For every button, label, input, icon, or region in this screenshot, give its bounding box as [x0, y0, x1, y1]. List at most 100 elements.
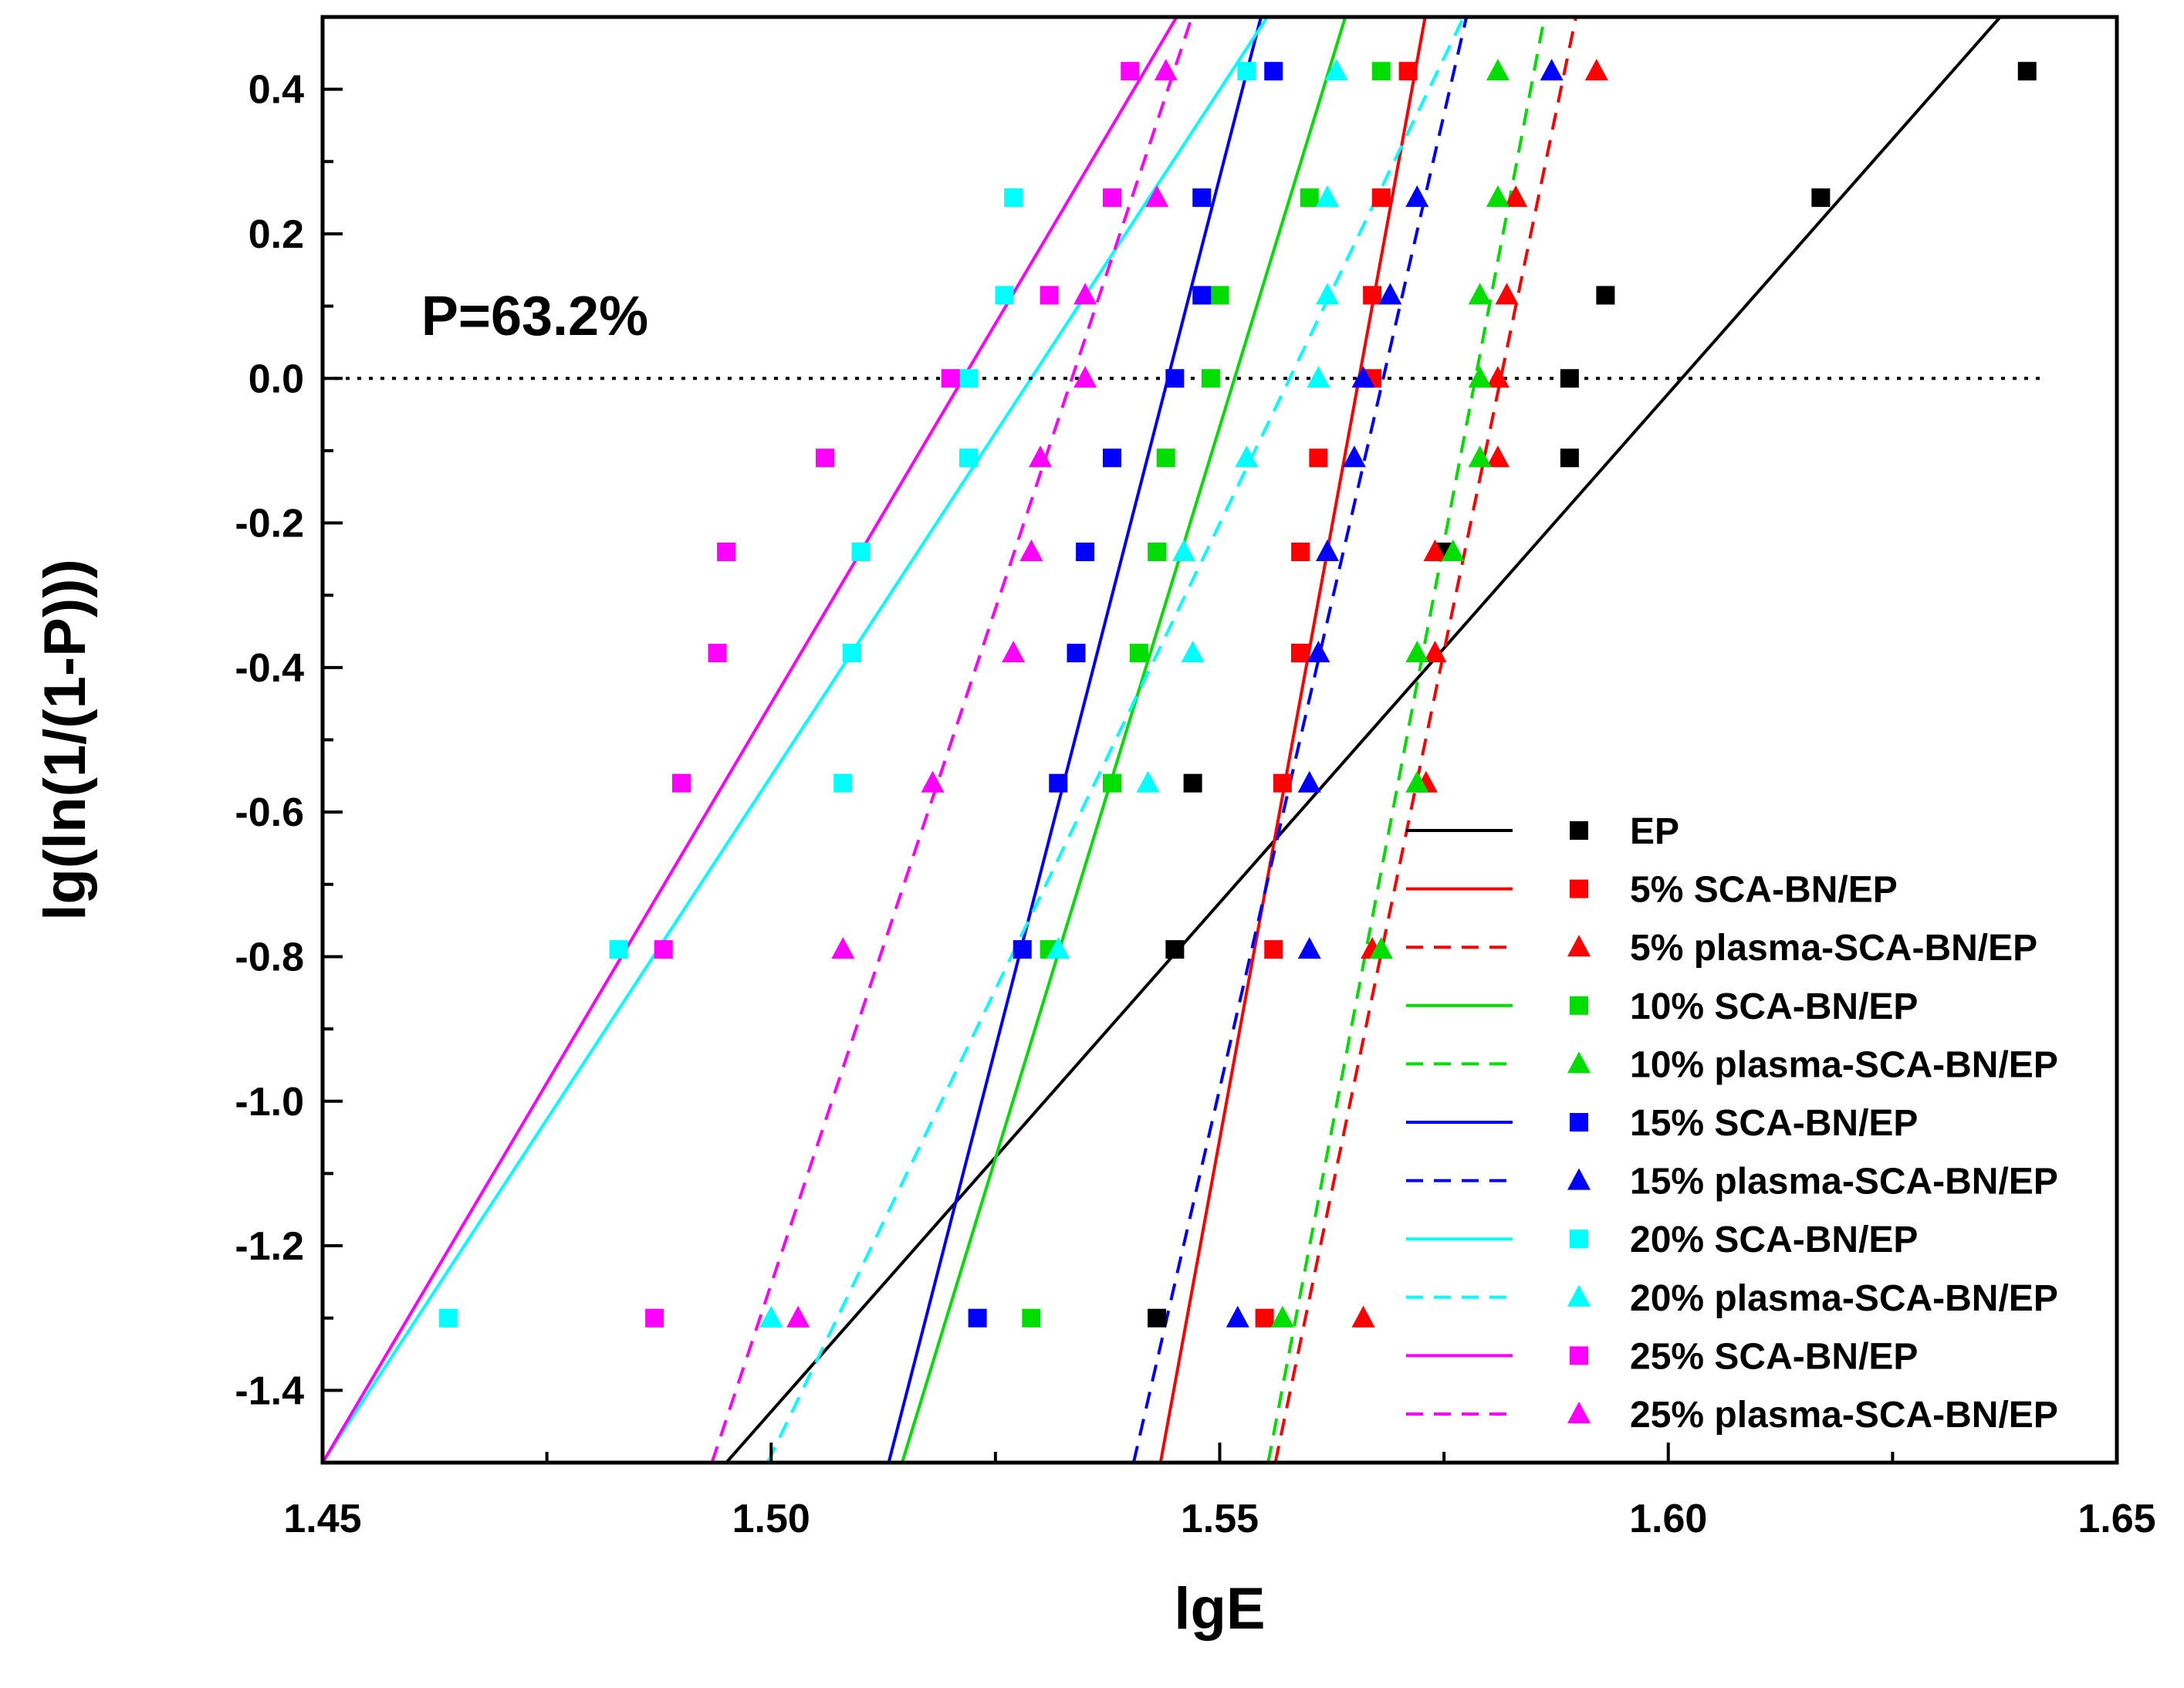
- point-25pct-plasma-sca-bn-ep: [1019, 540, 1043, 562]
- point-10pct-plasma-sca-bn-ep: [1468, 445, 1492, 468]
- legend-item-10pct-plasma-sca-bn-ep: 10% plasma-SCA-BN/EP: [1406, 1044, 2058, 1085]
- point-5pct-sca-bn-ep: [1371, 188, 1391, 208]
- legend-marker: [1567, 1284, 1591, 1307]
- point-10pct-sca-bn-ep: [1300, 188, 1319, 208]
- fit-line-25pct-plasma-sca-bn-ep: [710, 17, 1194, 1463]
- legend-label: 20% plasma-SCA-BN/EP: [1630, 1278, 2058, 1319]
- y-tick-label: 0.0: [248, 357, 304, 401]
- point-25pct-sca-bn-ep: [1103, 188, 1121, 208]
- point-25pct-plasma-sca-bn-ep: [831, 937, 855, 959]
- point-10pct-plasma-sca-bn-ep: [1270, 1305, 1294, 1328]
- point-10pct-sca-bn-ep: [1201, 369, 1220, 388]
- point-20pct-sca-bn-ep: [959, 369, 978, 388]
- fit-line-15pct-plasma-sca-bn-ep: [1131, 17, 1469, 1463]
- x-tick-label: 1.60: [1629, 1497, 1707, 1541]
- point-10pct-sca-bn-ep: [1103, 773, 1121, 793]
- point-5pct-sca-bn-ep: [1309, 448, 1328, 468]
- point-15pct-plasma-sca-bn-ep: [1342, 445, 1366, 468]
- legend: EP 5% SCA-BN/EP 5% plasma-SCA-BN/EP 10% SCA…: [1406, 811, 2058, 1436]
- point-10pct-sca-bn-ep: [1210, 286, 1229, 305]
- fit-line-ep: [725, 17, 2002, 1463]
- legend-marker: [1567, 1402, 1591, 1423]
- point-25pct-sca-bn-ep: [708, 644, 727, 663]
- legend-label: 10% plasma-SCA-BN/EP: [1630, 1044, 2058, 1085]
- point-15pct-sca-bn-ep: [1192, 188, 1212, 208]
- y-tick-label: -0.8: [235, 935, 304, 979]
- y-tick-label: -0.6: [235, 790, 304, 835]
- fit-line-10pct-plasma-sca-bn-ep: [1266, 17, 1547, 1463]
- point-5pct-plasma-sca-bn-ep: [1486, 445, 1510, 468]
- point-15pct-sca-bn-ep: [1013, 940, 1032, 959]
- legend-item-10pct-sca-bn-ep: 10% SCA-BN/EP: [1406, 986, 1918, 1027]
- point-5pct-sca-bn-ep: [1264, 940, 1283, 959]
- point-20pct-sca-bn-ep: [995, 286, 1014, 305]
- point-15pct-sca-bn-ep: [1264, 62, 1283, 81]
- x-axis-title: lgE: [1174, 1576, 1265, 1642]
- point-25pct-plasma-sca-bn-ep: [1073, 366, 1097, 388]
- point-10pct-plasma-sca-bn-ep: [1486, 185, 1510, 208]
- point-25pct-sca-bn-ep: [654, 940, 673, 959]
- point-25pct-plasma-sca-bn-ep: [1145, 185, 1169, 208]
- fit-line-20pct-sca-bn-ep: [323, 17, 1269, 1463]
- point-10pct-plasma-sca-bn-ep: [1468, 366, 1492, 388]
- point-25pct-plasma-sca-bn-ep: [921, 770, 945, 793]
- point-10pct-plasma-sca-bn-ep: [1405, 641, 1429, 663]
- legend-marker: [1570, 1230, 1588, 1249]
- legend-item-15pct-sca-bn-ep: 15% SCA-BN/EP: [1406, 1103, 1918, 1144]
- point-25pct-plasma-sca-bn-ep: [1154, 59, 1178, 81]
- point-25pct-sca-bn-ep: [1040, 286, 1059, 305]
- legend-label: 5% SCA-BN/EP: [1630, 870, 1898, 911]
- legend-marker: [1567, 935, 1591, 957]
- point-20pct-sca-bn-ep: [1004, 188, 1023, 208]
- point-5pct-sca-bn-ep: [1273, 773, 1292, 793]
- point-5pct-sca-bn-ep: [1255, 1308, 1274, 1328]
- y-tick-label: -0.4: [235, 646, 304, 691]
- legend-label: 25% plasma-SCA-BN/EP: [1630, 1395, 2058, 1436]
- point-20pct-sca-bn-ep: [1237, 62, 1256, 81]
- x-tick-label: 1.50: [732, 1497, 810, 1541]
- point-ep: [1596, 286, 1615, 305]
- legend-marker: [1567, 1051, 1591, 1074]
- point-25pct-plasma-sca-bn-ep: [1002, 641, 1026, 663]
- point-ep: [1560, 448, 1579, 468]
- point-5pct-plasma-sca-bn-ep: [1351, 1305, 1375, 1328]
- point-20pct-sca-bn-ep: [833, 773, 853, 793]
- point-5pct-plasma-sca-bn-ep: [1423, 641, 1447, 663]
- point-20pct-plasma-sca-bn-ep: [1181, 641, 1205, 663]
- legend-marker: [1570, 1113, 1588, 1132]
- point-5pct-plasma-sca-bn-ep: [1504, 185, 1528, 208]
- point-5pct-plasma-sca-bn-ep: [1495, 282, 1519, 305]
- point-20pct-plasma-sca-bn-ep: [1046, 937, 1070, 959]
- point-10pct-plasma-sca-bn-ep: [1441, 540, 1465, 562]
- point-5pct-sca-bn-ep: [1363, 286, 1382, 305]
- fit-line-5pct-sca-bn-ep: [1158, 17, 1427, 1463]
- point-15pct-plasma-sca-bn-ep: [1378, 282, 1402, 305]
- point-20pct-sca-bn-ep: [851, 543, 871, 562]
- point-25pct-sca-bn-ep: [717, 543, 736, 562]
- point-ep: [1148, 1308, 1167, 1328]
- fit-line-15pct-sca-bn-ep: [887, 17, 1263, 1463]
- point-15pct-sca-bn-ep: [1165, 369, 1185, 388]
- point-15pct-plasma-sca-bn-ep: [1351, 366, 1375, 388]
- legend-item-25pct-sca-bn-ep: 25% SCA-BN/EP: [1406, 1336, 1918, 1377]
- point-20pct-plasma-sca-bn-ep: [1172, 540, 1195, 562]
- fit-line-20pct-plasma-sca-bn-ep: [766, 17, 1466, 1463]
- legend-label: 10% SCA-BN/EP: [1630, 986, 1918, 1027]
- point-15pct-plasma-sca-bn-ep: [1540, 59, 1564, 81]
- point-10pct-plasma-sca-bn-ep: [1369, 937, 1393, 959]
- point-10pct-sca-bn-ep: [1371, 62, 1391, 81]
- point-25pct-sca-bn-ep: [1121, 62, 1140, 81]
- point-ep: [1560, 369, 1579, 388]
- legend-item-20pct-sca-bn-ep: 20% SCA-BN/EP: [1406, 1219, 1918, 1260]
- y-tick-label: 0.4: [248, 68, 304, 113]
- legend-label: EP: [1630, 811, 1679, 852]
- x-tick-label: 1.45: [283, 1497, 361, 1541]
- point-10pct-sca-bn-ep: [1022, 1308, 1041, 1328]
- point-5pct-sca-bn-ep: [1398, 62, 1418, 81]
- legend-item-5pct-plasma-sca-bn-ep: 5% plasma-SCA-BN/EP: [1406, 928, 2037, 969]
- fit-line-5pct-plasma-sca-bn-ep: [1273, 17, 1577, 1463]
- point-25pct-sca-bn-ep: [941, 369, 960, 388]
- point-25pct-sca-bn-ep: [645, 1308, 664, 1328]
- point-5pct-sca-bn-ep: [1291, 543, 1310, 562]
- point-10pct-plasma-sca-bn-ep: [1468, 282, 1492, 305]
